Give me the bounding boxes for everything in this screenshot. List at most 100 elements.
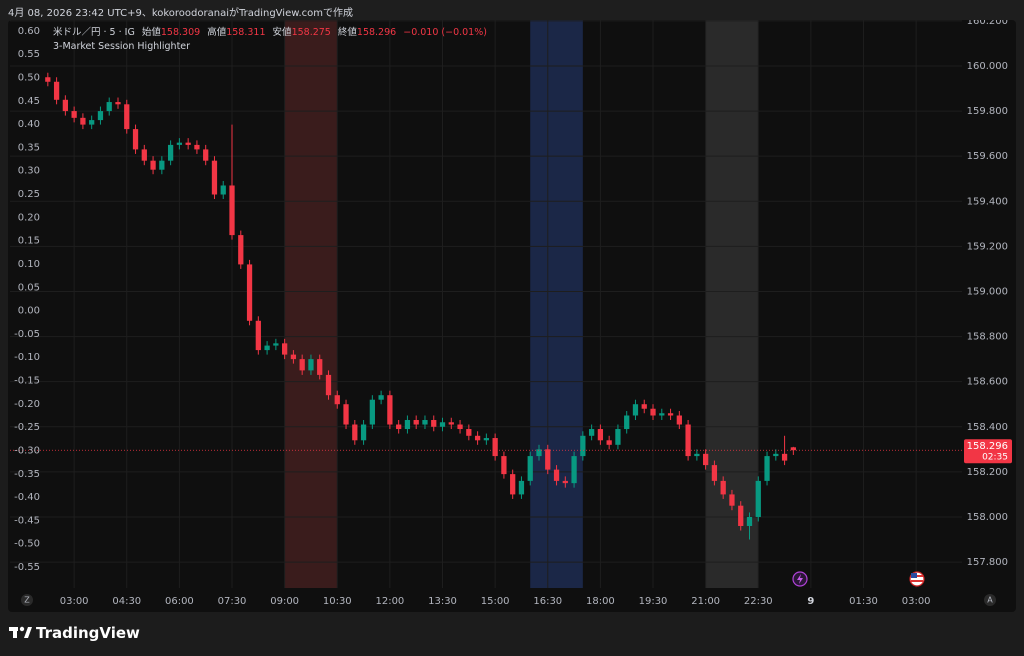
candle-body <box>211 160 218 195</box>
candle-body <box>711 465 718 481</box>
x-axis: 03:00 04:30 06:00 07:30 09:00 10:30 12:00 13:30… <box>60 596 931 607</box>
y2-tick-label: 0.25 <box>18 189 40 200</box>
y2-tick-label: -0.05 <box>14 329 40 340</box>
candle-body <box>413 420 419 425</box>
y-tick-label: 158.000 <box>967 512 1008 523</box>
x-tick-label: 22:30 <box>744 596 773 607</box>
candle-body <box>562 480 568 484</box>
open-value: 158.309 <box>160 27 201 38</box>
axes: 157.800 158.000 158.200 158.400 158.600 158.8… <box>14 16 1008 573</box>
z-label[interactable]: Z <box>24 596 30 605</box>
candle-body <box>466 429 472 436</box>
candle-body <box>703 453 709 466</box>
candle-body <box>773 453 779 457</box>
x-tick-label: 10:30 <box>323 596 352 607</box>
candle-body <box>378 395 384 400</box>
y2-tick-label: 0.50 <box>18 72 40 83</box>
x-tick-label: 03:00 <box>902 596 931 607</box>
x-tick-label: 9 <box>807 596 814 607</box>
tv-logo-icon <box>9 626 32 638</box>
candle-body <box>124 104 130 130</box>
candle-body <box>53 81 60 100</box>
y2-tick-label: 0.15 <box>18 236 40 247</box>
candle-body <box>641 404 647 409</box>
logo[interactable]: TradingView <box>36 624 140 642</box>
candle-body <box>80 117 86 125</box>
candle-body <box>334 395 340 405</box>
y2-tick-label: 0.55 <box>18 49 40 60</box>
candle-body <box>282 343 288 355</box>
candle-body <box>273 343 279 346</box>
candle-body <box>790 447 796 451</box>
candle-body <box>764 456 770 481</box>
candle-body <box>615 429 621 445</box>
x-tick-label: 19:30 <box>639 596 668 607</box>
candle-body <box>150 160 156 170</box>
y-tick-label: 160.200 <box>967 16 1008 27</box>
last-price-box <box>964 439 1012 464</box>
y2-tick-label: -0.30 <box>14 445 40 456</box>
y2-tick-label: -0.55 <box>14 562 40 573</box>
candle-body <box>474 435 481 441</box>
legend-row: 米ドル／円 · 5 · IG 始値158.309 高値158.311 安値158… <box>53 26 487 40</box>
candle-body <box>89 120 95 125</box>
candle-body <box>115 102 121 105</box>
session-bands <box>284 20 759 588</box>
close-value: 158.296 <box>356 27 397 38</box>
candle-body <box>536 449 542 457</box>
x-tick-label: 03:00 <box>60 596 89 607</box>
candle-body <box>62 99 68 112</box>
x-tick-label: 04:30 <box>112 596 141 607</box>
candle-body <box>167 144 174 161</box>
candle-body <box>317 359 323 375</box>
y2-tick-label: 0.45 <box>18 96 40 107</box>
candle-body <box>527 456 533 481</box>
y2-tick-label: 0.00 <box>18 306 40 317</box>
candle-body <box>97 111 104 121</box>
x-tick-label: 15:00 <box>481 596 510 607</box>
candle-body <box>720 480 726 495</box>
z-button[interactable] <box>21 594 33 606</box>
candle-body <box>483 438 489 441</box>
candle-body <box>632 404 639 416</box>
candle-body <box>360 424 367 441</box>
candle-body <box>45 77 51 82</box>
y2-tick-label: -0.50 <box>14 539 40 550</box>
session-band <box>284 20 338 588</box>
candle-body <box>606 440 612 445</box>
y2-tick-label: -0.25 <box>14 422 40 433</box>
candle-body <box>264 345 270 351</box>
y2-tick-label: 0.35 <box>18 142 40 153</box>
candle-body <box>439 422 446 427</box>
candle-body <box>132 129 139 150</box>
a-label[interactable]: A <box>987 596 993 605</box>
y2-tick-label: -0.10 <box>14 352 40 363</box>
y2-tick-label: 0.10 <box>18 259 40 270</box>
y2-tick-label: -0.20 <box>14 399 40 410</box>
candle-body <box>588 429 595 436</box>
indicator-name: 3-Market Session Highlighter <box>53 41 191 52</box>
candle-body <box>729 494 735 506</box>
a-button[interactable] <box>984 594 996 606</box>
candle-body <box>308 359 314 371</box>
x-tick-label: 06:00 <box>165 596 194 607</box>
y-tick-label: 158.600 <box>967 377 1008 388</box>
candle-body <box>176 142 183 145</box>
event-icon-bolt <box>797 574 803 584</box>
candle-body <box>755 480 761 517</box>
candle-body <box>404 420 411 430</box>
chart-panel <box>8 20 1016 612</box>
symbol: 米ドル／円 · 5 · IG <box>53 27 135 38</box>
x-tick-label: 16:30 <box>533 596 562 607</box>
x-tick-label: 12:00 <box>375 596 404 607</box>
candle-body <box>325 374 332 396</box>
candle-body <box>448 422 454 425</box>
y-tick-label: 158.200 <box>967 467 1008 478</box>
candle-body <box>185 142 191 145</box>
y2-tick-label: -0.15 <box>14 376 40 387</box>
candle-body <box>343 404 349 425</box>
logo-part <box>19 626 25 632</box>
candle-body <box>141 149 147 161</box>
